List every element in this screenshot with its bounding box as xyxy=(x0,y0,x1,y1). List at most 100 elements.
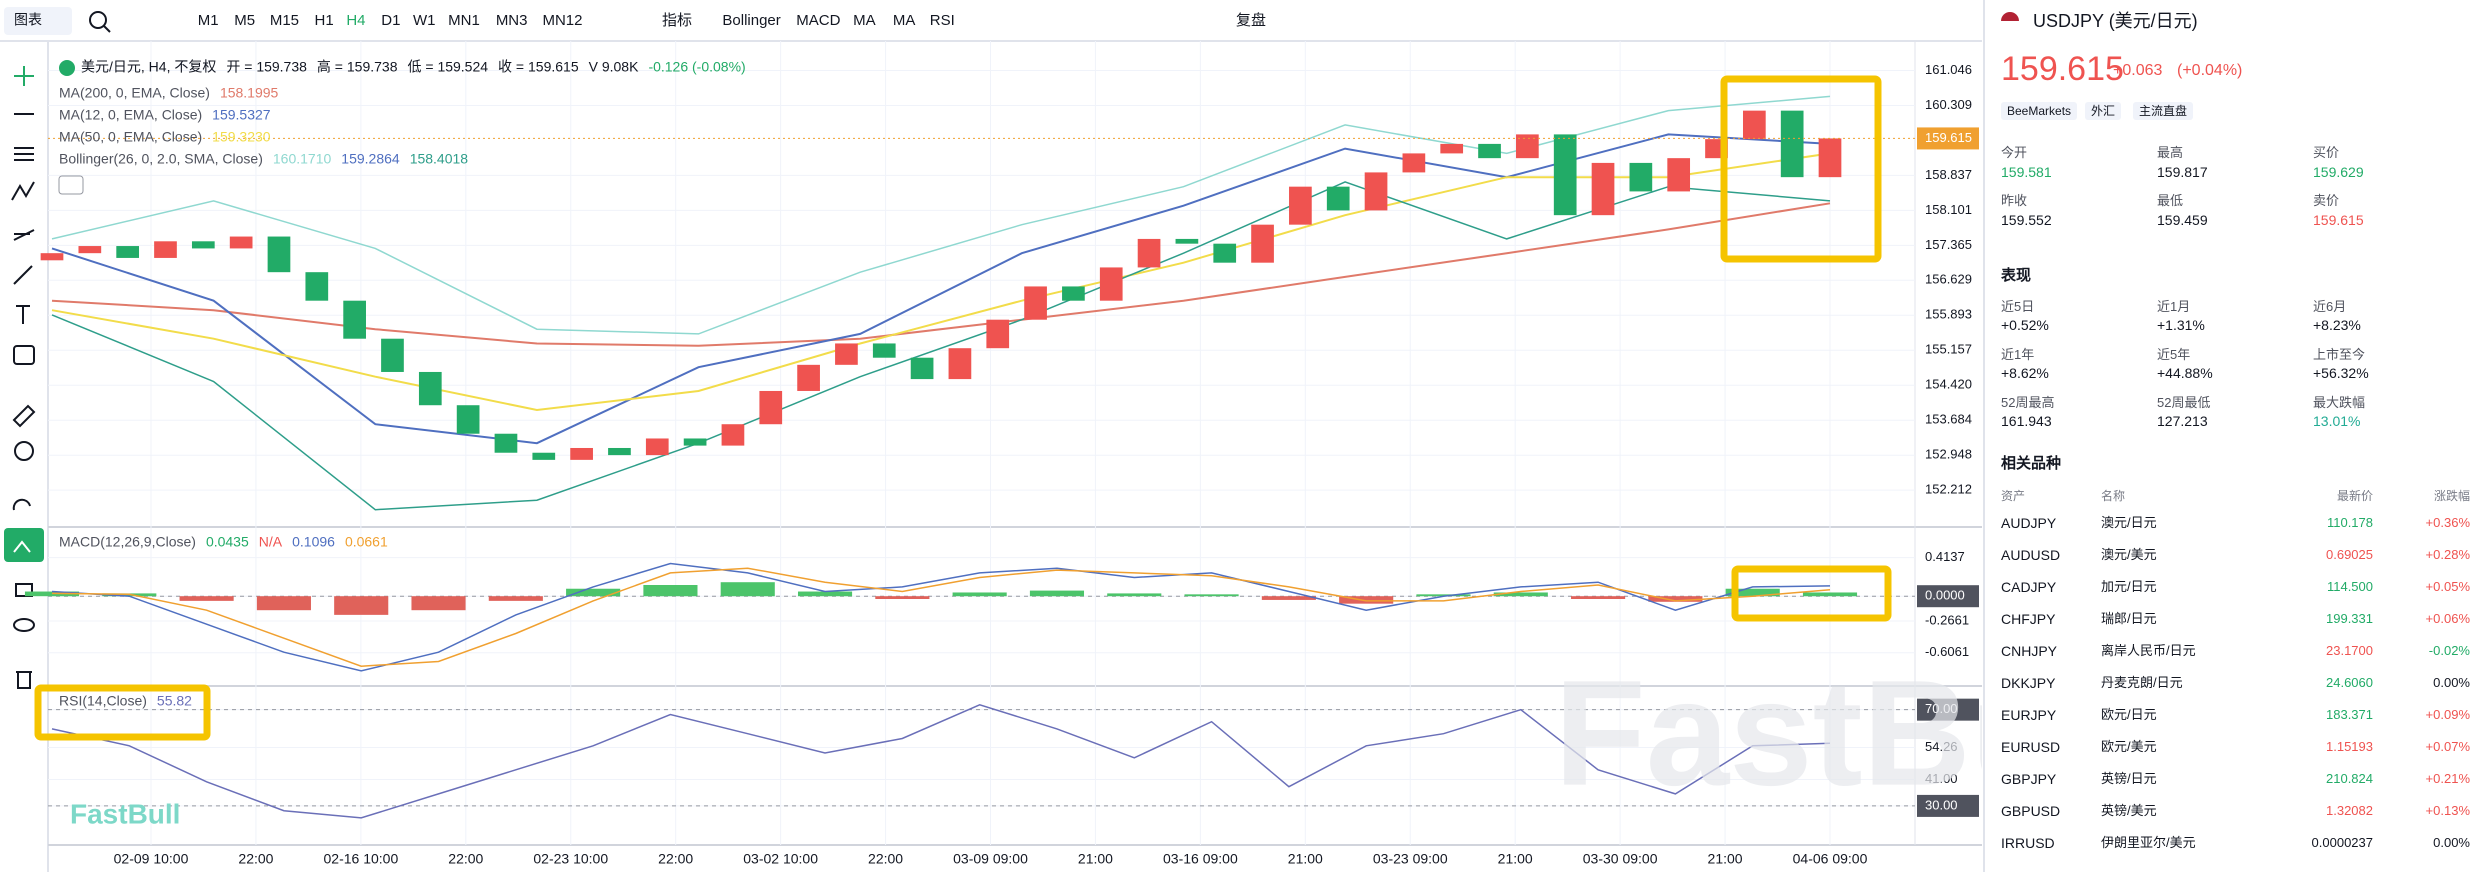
candle xyxy=(191,241,215,249)
replay-button[interactable]: 复盘 xyxy=(1236,11,1266,29)
active-tool xyxy=(13,540,31,553)
delete-tool[interactable] xyxy=(16,671,32,689)
indicator-button[interactable]: MA xyxy=(853,12,876,29)
table-cell[interactable]: GBPUSD xyxy=(2001,803,2061,819)
table-cell: -0.02% xyxy=(2428,643,2470,658)
lock-tool[interactable] xyxy=(15,583,33,597)
chart-menu-bg[interactable] xyxy=(4,7,72,35)
legend-text: MACD(12,26,9,Close) xyxy=(59,534,196,550)
macd-bar xyxy=(797,591,853,597)
table-cell: 伊朗里亚尔/美元 xyxy=(2101,835,2196,850)
y-tick-label: -0.2661 xyxy=(1925,612,1969,627)
macd-bar xyxy=(1261,596,1316,600)
candle xyxy=(1553,134,1577,216)
timeframe-button[interactable]: H4 xyxy=(346,12,365,29)
x-tick-label: 03-30 09:00 xyxy=(1583,851,1658,867)
candle xyxy=(78,246,102,254)
table-cell[interactable]: CHFJPY xyxy=(2001,611,2056,627)
channel-tool[interactable] xyxy=(14,147,34,161)
table-cell[interactable]: CADJPY xyxy=(2001,579,2057,595)
candle xyxy=(116,246,140,258)
y-tick-label: 158.837 xyxy=(1925,167,1972,182)
perf-value: +0.52% xyxy=(2001,317,2049,333)
legend-text: 158.4018 xyxy=(410,151,469,167)
timeframe-button[interactable]: M1 xyxy=(198,12,219,29)
candle xyxy=(645,438,669,456)
text-tool[interactable] xyxy=(16,305,30,324)
perf-label: 最大跌幅 xyxy=(2313,395,2366,410)
timeframe-button[interactable]: W1 xyxy=(413,12,436,29)
x-tick-label: 22:00 xyxy=(658,851,693,867)
emoji-tool[interactable] xyxy=(13,345,35,365)
brush-tool[interactable] xyxy=(13,265,33,285)
table-cell[interactable]: EURJPY xyxy=(2001,707,2057,723)
stat-value: 159.629 xyxy=(2313,164,2364,180)
table-cell[interactable]: AUDUSD xyxy=(2001,547,2061,563)
candle xyxy=(1326,186,1350,211)
indicator-button[interactable]: RSI xyxy=(930,12,955,29)
y-tick-label: 161.046 xyxy=(1925,62,1972,77)
left-toolbar xyxy=(4,66,44,689)
highlight-box xyxy=(1720,75,1882,263)
pattern-tool[interactable] xyxy=(11,181,35,201)
legend-text: MA(12, 0, EMA, Close) xyxy=(59,107,202,123)
indicator-button[interactable]: MA xyxy=(893,12,916,29)
timeframe-button[interactable]: MN12 xyxy=(542,12,582,29)
indicator-menu[interactable]: 指标 xyxy=(662,12,692,29)
macd-bar xyxy=(179,596,234,601)
zoom-tool[interactable] xyxy=(14,441,34,461)
timeframe-button[interactable]: M15 xyxy=(270,12,299,29)
table-cell[interactable]: GBPJPY xyxy=(2001,771,2057,787)
x-tick-label: 02-16 10:00 xyxy=(324,851,399,867)
legend-text: 高 = 159.738 xyxy=(317,59,398,75)
table-cell[interactable]: AUDJPY xyxy=(2001,515,2057,531)
x-tick-label: 03-16 09:00 xyxy=(1163,851,1238,867)
x-tick-label: 21:00 xyxy=(1708,851,1743,867)
table-cell: 瑞郎/日元 xyxy=(2101,611,2157,626)
candle xyxy=(494,433,518,453)
table-cell: 1.32082 xyxy=(2326,803,2373,818)
table-cell[interactable]: CNHJPY xyxy=(2001,643,2058,659)
candle xyxy=(1742,110,1766,140)
timeframe-button[interactable]: MN3 xyxy=(496,12,528,29)
collapse-button[interactable] xyxy=(58,175,84,195)
y-tick-label: 154.420 xyxy=(1925,377,1972,392)
timeframe-button[interactable]: D1 xyxy=(381,12,400,29)
indicator-button[interactable]: MACD xyxy=(796,12,840,29)
table-cell: 0.00% xyxy=(2433,675,2470,690)
macd-bar xyxy=(1416,594,1471,597)
chart-menu[interactable]: 图表 xyxy=(14,12,42,28)
y-tick-label: 41.00 xyxy=(1925,771,1958,786)
table-cell[interactable]: IRRUSD xyxy=(2001,835,2055,851)
legend-text: MA(50, 0, EMA, Close) xyxy=(59,129,202,145)
table-cell: 0.00% xyxy=(2433,835,2470,850)
candle xyxy=(267,236,291,273)
ruler-tool[interactable] xyxy=(12,404,36,428)
fib-tool[interactable] xyxy=(13,229,35,241)
signal-line xyxy=(51,567,1831,667)
ma-line xyxy=(51,152,1831,412)
timeframe-button[interactable]: M5 xyxy=(234,12,255,29)
candle xyxy=(40,253,64,261)
candle xyxy=(721,424,745,446)
search-icon[interactable] xyxy=(89,11,107,29)
y-tick-label: 152.212 xyxy=(1925,482,1972,497)
table-cell: 0.0000237 xyxy=(2311,835,2373,850)
crosshair-tool[interactable] xyxy=(14,66,34,86)
timeframe-button[interactable]: MN1 xyxy=(448,12,480,29)
table-cell[interactable]: DKKJPY xyxy=(2001,675,2056,691)
macd-bar xyxy=(952,592,1007,597)
stat-label: 卖价 xyxy=(2313,193,2340,208)
table-cell[interactable]: EURUSD xyxy=(2001,739,2061,755)
table-cell: +0.28% xyxy=(2425,547,2470,562)
x-tick-label: 03-09 09:00 xyxy=(953,851,1028,867)
stat-label: 买价 xyxy=(2313,145,2340,160)
timeframe-button[interactable]: H1 xyxy=(315,12,334,29)
magnet-tool[interactable] xyxy=(12,498,31,511)
visibility-tool[interactable] xyxy=(13,618,35,632)
y-tick-label: 54.26 xyxy=(1925,739,1958,754)
tick-label-bg xyxy=(1917,585,1979,608)
macd-bar xyxy=(1571,596,1626,599)
indicator-button[interactable]: Bollinger xyxy=(722,12,780,29)
bollinger-lower xyxy=(51,181,1831,511)
